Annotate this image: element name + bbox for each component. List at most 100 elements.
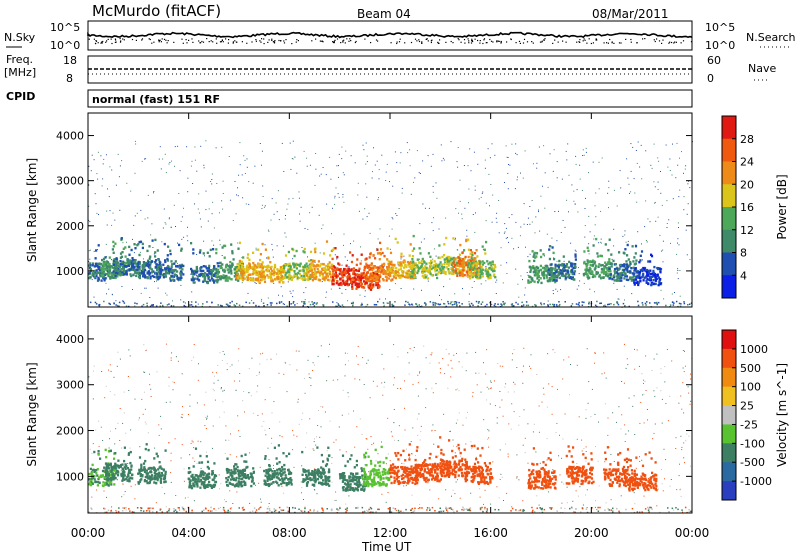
power-echo-point — [192, 252, 194, 254]
power-echo-point — [410, 243, 412, 245]
power-noise-point — [486, 220, 487, 221]
noise-left-label: N.Sky — [4, 31, 36, 44]
power-echo-point — [568, 261, 570, 263]
power-echo-point — [190, 242, 192, 244]
power-echo-point — [126, 273, 128, 275]
power-noise-point — [403, 256, 404, 257]
velocity-noise-point — [641, 460, 642, 461]
velocity-noise-point — [332, 457, 333, 458]
power-echo-point — [103, 258, 105, 260]
power-noise-point — [663, 261, 664, 262]
power-echo-point — [419, 252, 421, 254]
power-noise-point — [566, 159, 567, 160]
velocity-noise-point — [539, 432, 540, 433]
power-echo-point — [255, 274, 257, 276]
power-noise-point — [399, 208, 400, 209]
power-noise-point — [141, 293, 142, 294]
velocity-noise-point — [158, 424, 159, 425]
power-echo-point — [364, 276, 366, 278]
power-noise-point — [161, 168, 162, 169]
velocity-noise-point — [683, 368, 684, 369]
power-echo-point — [439, 257, 441, 259]
velocity-noise-point — [680, 436, 681, 437]
power-echo-point — [355, 269, 357, 271]
power-noise-point — [246, 203, 247, 204]
power-noise-point — [187, 227, 188, 228]
power-echo-point — [540, 269, 542, 271]
velocity-noise-point — [409, 457, 410, 458]
power-noise-point — [116, 185, 117, 186]
power-noise-point — [102, 185, 103, 186]
power-noise-point — [253, 183, 254, 184]
power-echo-point — [221, 263, 223, 265]
power-echo-point — [367, 278, 369, 280]
noise-right-label: N.Search — [746, 31, 796, 44]
power-echo-point — [614, 279, 616, 281]
velocity-noise-point — [309, 418, 310, 419]
power-noise-point — [595, 216, 596, 217]
power-noise-point — [321, 174, 322, 175]
power-noise-point — [436, 256, 437, 257]
power-noise-point — [342, 197, 343, 198]
power-echo-point — [133, 274, 135, 276]
power-echo-point — [157, 249, 159, 251]
velocity-noise-point — [169, 386, 170, 387]
power-noise-point — [336, 165, 337, 166]
power-ground-point — [303, 305, 305, 307]
velocity-noise-point — [301, 492, 302, 493]
power-noise-point — [135, 141, 136, 142]
power-ground-point — [658, 302, 660, 304]
noise-search-dot — [271, 40, 272, 41]
power-noise-point — [261, 301, 262, 302]
velocity-noise-point — [371, 444, 372, 445]
power-echo-point — [303, 275, 305, 277]
power-echo-point — [265, 249, 267, 251]
power-ground-point — [123, 301, 125, 303]
power-echo-point — [627, 244, 629, 246]
power-ground-point — [367, 304, 369, 306]
power-echo-point — [180, 274, 182, 276]
power-ground-point — [440, 304, 442, 306]
power-echo-point — [453, 262, 455, 264]
power-noise-point — [620, 170, 621, 171]
noise-search-dot — [364, 39, 365, 40]
power-ground-point — [171, 305, 173, 307]
noise-search-dot — [120, 40, 121, 41]
power-echo-point — [632, 245, 634, 247]
velocity-noise-point — [465, 444, 466, 445]
noise-left-tick-top: 10^5 — [50, 21, 80, 34]
velocity-noise-point — [685, 440, 686, 441]
power-ground-point — [352, 305, 354, 307]
noise-search-dot — [181, 39, 182, 40]
power-noise-point — [576, 164, 577, 165]
noise-search-dot — [320, 41, 321, 42]
power-echo-point — [645, 276, 647, 278]
power-echo-point — [123, 273, 125, 275]
velocity-noise-point — [117, 479, 118, 480]
power-noise-point — [631, 171, 632, 172]
noise-search-dot — [95, 43, 96, 44]
velocity-noise-point — [466, 417, 467, 418]
power-echo-point — [380, 248, 382, 250]
power-ground-point — [548, 305, 550, 307]
velocity-noise-point — [145, 422, 146, 423]
noise-search-dot — [348, 41, 349, 42]
power-ground-point — [332, 301, 334, 303]
power-noise-point — [111, 259, 112, 260]
power-noise-point — [273, 283, 274, 284]
power-echo-point — [298, 270, 300, 272]
power-echo-point — [466, 271, 468, 273]
power-echo-point — [225, 279, 227, 281]
power-noise-point — [274, 214, 275, 215]
power-noise-point — [134, 252, 135, 253]
velocity-noise-point — [171, 358, 172, 359]
power-noise-point — [272, 249, 273, 250]
power-echo-point — [635, 259, 637, 261]
power-noise-point — [573, 201, 574, 202]
power-noise-point — [121, 286, 122, 287]
power-echo-point — [434, 260, 436, 262]
power-ground-point — [448, 303, 450, 305]
power-ground-point — [195, 301, 197, 303]
velocity-noise-point — [170, 402, 171, 403]
noise-search-dot — [431, 40, 432, 41]
